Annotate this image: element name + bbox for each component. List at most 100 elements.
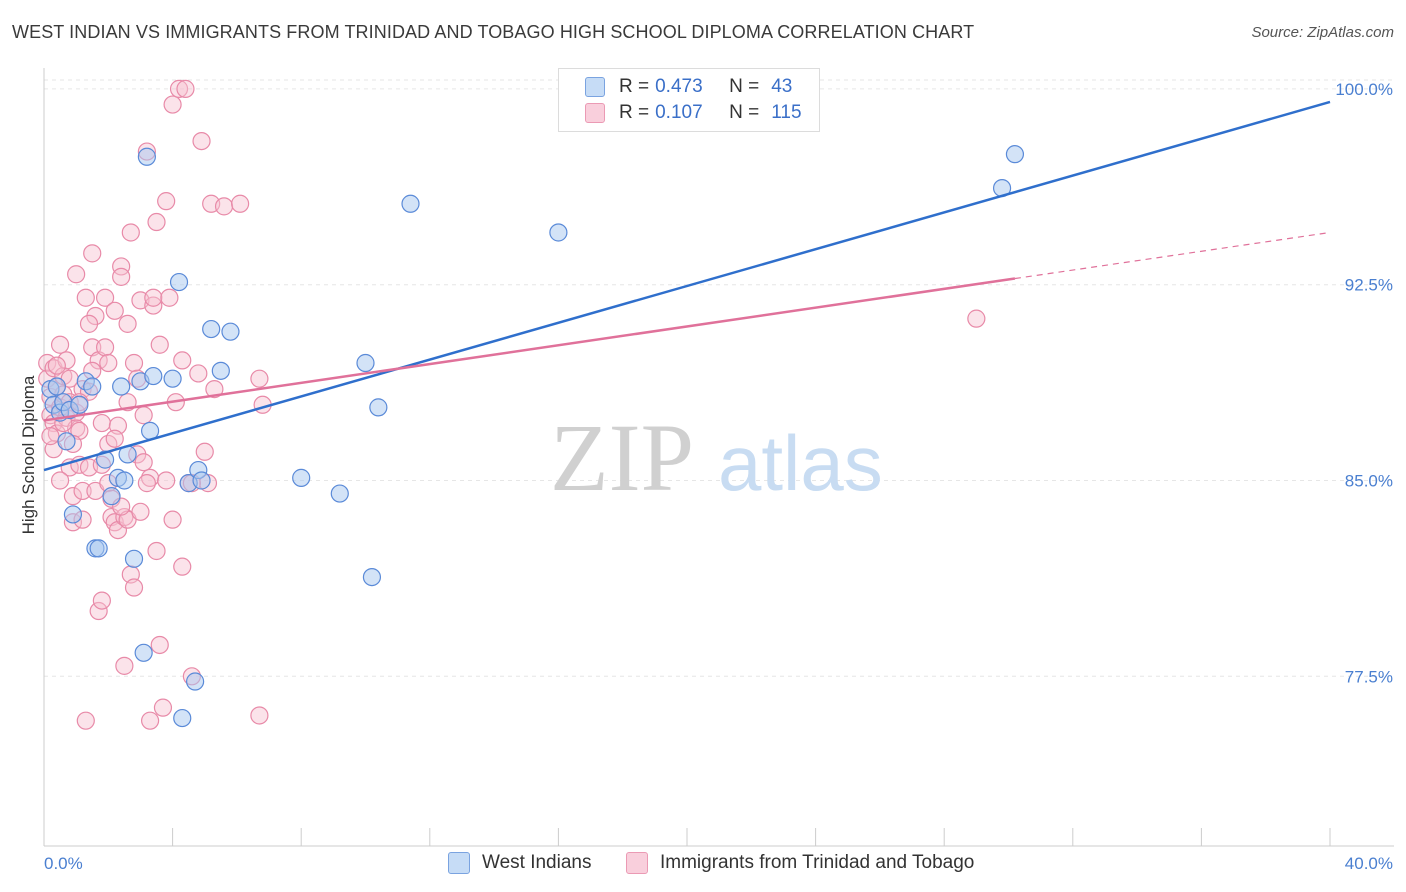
data-point-west-indians [330, 484, 349, 503]
trend-line-trinidad-extension [1014, 231, 1331, 280]
watermark-zip: ZIP [550, 404, 694, 511]
bottom-legend-swatch-pink [626, 852, 648, 874]
watermark: ZIP atlas [550, 404, 883, 511]
data-point-west-indians [144, 366, 163, 386]
data-point-west-indians [115, 471, 134, 490]
data-point-trinidad [95, 288, 115, 307]
bottom-legend-label: West Indians [482, 852, 592, 873]
data-point-trinidad [147, 212, 166, 232]
data-point-trinidad [76, 288, 95, 307]
legend-r-value: 0.107 [655, 102, 703, 123]
data-point-trinidad [50, 471, 70, 490]
data-point-trinidad [147, 541, 166, 561]
data-point-trinidad [144, 296, 163, 315]
data-point-west-indians [202, 319, 221, 339]
data-point-trinidad [157, 471, 176, 490]
data-point-trinidad [195, 442, 214, 461]
data-point-trinidad [63, 487, 83, 506]
legend-row-west-indians: R = 0.473 N = 43 [585, 74, 792, 100]
data-point-trinidad [99, 353, 118, 373]
data-point-west-indians [163, 369, 182, 388]
data-point-trinidad [67, 265, 86, 284]
data-point-west-indians [137, 147, 156, 166]
trend-line-trinidad [43, 277, 1016, 422]
y-tick-label: 92.5% [1345, 276, 1393, 295]
data-point-west-indians [369, 398, 388, 417]
data-point-trinidad [250, 369, 269, 388]
data-point-trinidad [169, 79, 189, 98]
data-point-west-indians [89, 539, 108, 558]
y-tick-label: 100.0% [1335, 80, 1393, 99]
data-point-trinidad [50, 335, 70, 354]
data-point-west-indians [70, 395, 89, 414]
legend-row-trinidad: R = 0.107 N = 115 [585, 100, 802, 126]
data-point-trinidad [124, 578, 144, 597]
data-point-trinidad [134, 453, 153, 472]
y-tick-label: 85.0% [1345, 471, 1393, 490]
data-point-west-indians [549, 223, 568, 242]
data-point-west-indians [292, 468, 311, 487]
legend-r-label: R = [619, 102, 650, 123]
bottom-legend-trinidad: Immigrants from Trinidad and Tobago [626, 852, 974, 874]
data-point-trinidad [150, 335, 169, 354]
data-point-west-indians [401, 194, 420, 213]
data-point-trinidad [118, 314, 137, 333]
data-point-west-indians [57, 432, 76, 451]
data-point-west-indians [186, 672, 205, 691]
data-point-trinidad [140, 711, 160, 730]
data-point-trinidad [124, 353, 144, 373]
series-trinidad-points [38, 79, 986, 730]
data-point-west-indians [95, 450, 115, 469]
data-point-trinidad [79, 314, 99, 333]
grid-lines [44, 79, 1394, 677]
legend-n-label: N = [729, 102, 760, 123]
trend-lines [43, 100, 1331, 472]
data-point-trinidad [967, 309, 986, 328]
data-point-trinidad [105, 301, 124, 320]
data-point-trinidad [163, 510, 182, 529]
data-point-trinidad [173, 557, 192, 576]
data-point-west-indians [102, 487, 121, 506]
data-point-trinidad [250, 706, 269, 725]
data-point-trinidad [115, 656, 134, 675]
data-point-trinidad [112, 257, 131, 276]
data-point-trinidad [205, 380, 224, 399]
data-point-trinidad [112, 267, 131, 286]
legend-swatch-pink [585, 103, 605, 123]
data-point-trinidad [176, 79, 195, 98]
data-point-trinidad [189, 364, 208, 383]
data-point-trinidad [73, 481, 92, 501]
data-point-trinidad [153, 698, 173, 717]
data-point-trinidad [89, 601, 108, 621]
data-point-west-indians [169, 272, 189, 292]
data-point-trinidad [144, 288, 163, 307]
legend: R = 0.473 N = 43 R = 0.107 N = 115 [558, 68, 820, 132]
data-point-trinidad [173, 351, 192, 370]
legend-r-label: R = [619, 76, 650, 97]
data-point-trinidad [192, 132, 211, 151]
data-point-trinidad [92, 413, 111, 433]
legend-n-label: N = [729, 76, 760, 97]
data-point-west-indians [63, 505, 83, 524]
data-point-trinidad [83, 244, 102, 263]
x-tick-label: 0.0% [44, 854, 83, 873]
legend-swatch-blue [585, 77, 605, 97]
data-point-west-indians [362, 567, 382, 587]
data-point-trinidad [57, 351, 76, 370]
data-point-trinidad [47, 356, 66, 375]
bottom-legend-swatch-blue [448, 852, 470, 874]
data-point-trinidad [92, 591, 111, 610]
legend-n-value: 115 [771, 102, 802, 123]
data-point-west-indians [1005, 145, 1025, 164]
data-point-trinidad [105, 429, 124, 448]
data-point-west-indians [83, 377, 102, 396]
data-point-west-indians [211, 361, 230, 380]
data-point-west-indians [192, 471, 211, 490]
data-point-trinidad [115, 507, 134, 527]
data-point-trinidad [76, 711, 95, 730]
data-point-trinidad [121, 223, 140, 242]
data-point-west-indians [112, 377, 131, 396]
source-label: Source: ZipAtlas.com [1251, 24, 1394, 41]
data-point-west-indians [134, 643, 153, 662]
